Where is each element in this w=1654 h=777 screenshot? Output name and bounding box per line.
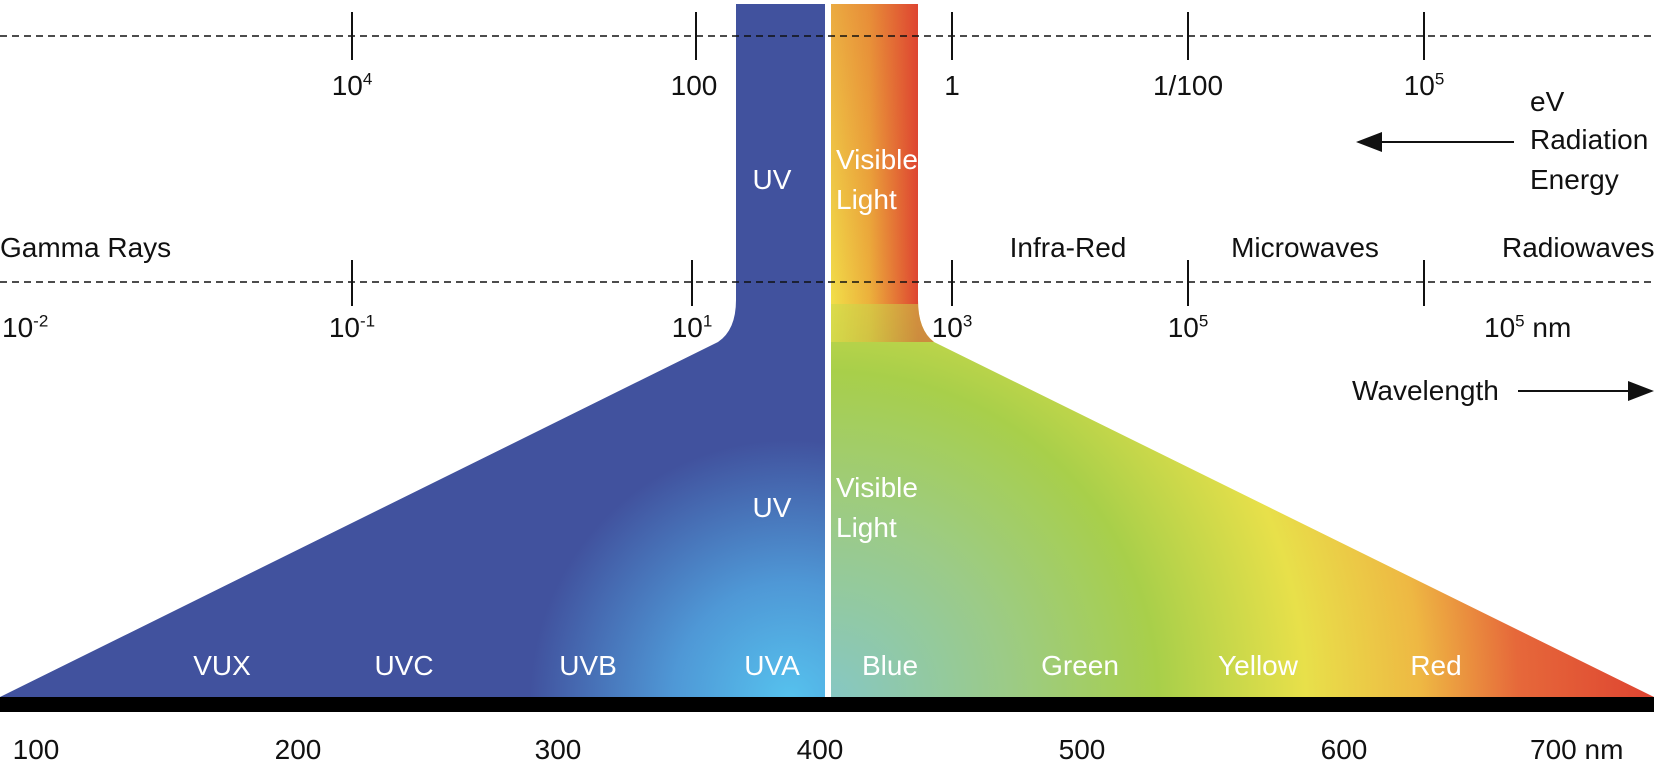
- wavelength-title: Wavelength: [1352, 375, 1499, 406]
- band-green: Green: [1041, 650, 1119, 681]
- visible-light-bottom-line1: Visible: [836, 472, 918, 503]
- energy-tick-5: 105: [1403, 69, 1445, 101]
- wavelength-ticks: [351, 260, 1425, 306]
- wavelength-tick-3: 101: [671, 311, 713, 343]
- band-red: Red: [1410, 650, 1462, 681]
- energy-title-line2: Energy: [1530, 164, 1619, 195]
- wavelength-tick-2: 10-1: [328, 311, 376, 343]
- nm-tick-200: 200: [274, 734, 322, 765]
- visible-light-bottom-line2: Light: [836, 512, 897, 543]
- energy-ticks: [351, 12, 1425, 60]
- region-infra-red: Infra-Red: [1009, 232, 1127, 263]
- visible-light-top-line2: Light: [836, 184, 897, 215]
- band-yellow: Yellow: [1218, 650, 1298, 681]
- wavelength-tick-1: 10-2: [2, 311, 49, 343]
- wavelength-tick-6: 105 nm: [1484, 311, 1572, 343]
- nm-axis-bar: [0, 697, 1654, 712]
- nm-tick-300: 300: [534, 734, 582, 765]
- band-uvc: UVC: [374, 650, 434, 681]
- energy-tick-2: 100: [670, 70, 718, 101]
- wavelength-arrow: [1518, 381, 1654, 401]
- region-radiowaves: Radiowaves: [1502, 232, 1654, 263]
- nm-tick-600: 600: [1320, 734, 1368, 765]
- wavelength-tick-5: 105: [1167, 311, 1209, 343]
- uv-region: [0, 4, 825, 697]
- visible-region: [831, 4, 1654, 697]
- energy-tick-4: 1/100: [1152, 70, 1224, 101]
- wavelength-tick-4: 103: [931, 311, 973, 343]
- band-vux: VUX: [193, 650, 251, 681]
- uv-label-top: UV: [752, 164, 792, 195]
- energy-tick-3: 1: [944, 70, 960, 101]
- band-uva: UVA: [744, 650, 800, 681]
- energy-title-line1: Radiation: [1530, 124, 1649, 155]
- nm-tick-400: 400: [796, 734, 844, 765]
- nm-tick-700: 700 nm: [1530, 734, 1624, 765]
- nm-tick-500: 500: [1058, 734, 1106, 765]
- energy-tick-1: 104: [331, 69, 373, 101]
- band-uvb: UVB: [559, 650, 617, 681]
- energy-unit-label: eV: [1530, 86, 1565, 117]
- energy-arrow: [1356, 132, 1514, 152]
- visible-light-top-line1: Visible: [836, 144, 918, 175]
- nm-tick-100: 100: [12, 734, 60, 765]
- band-blue: Blue: [861, 650, 919, 681]
- region-microwaves: Microwaves: [1231, 232, 1379, 263]
- region-gamma-rays: Gamma Rays: [0, 232, 172, 263]
- uv-label-bottom: UV: [752, 492, 792, 523]
